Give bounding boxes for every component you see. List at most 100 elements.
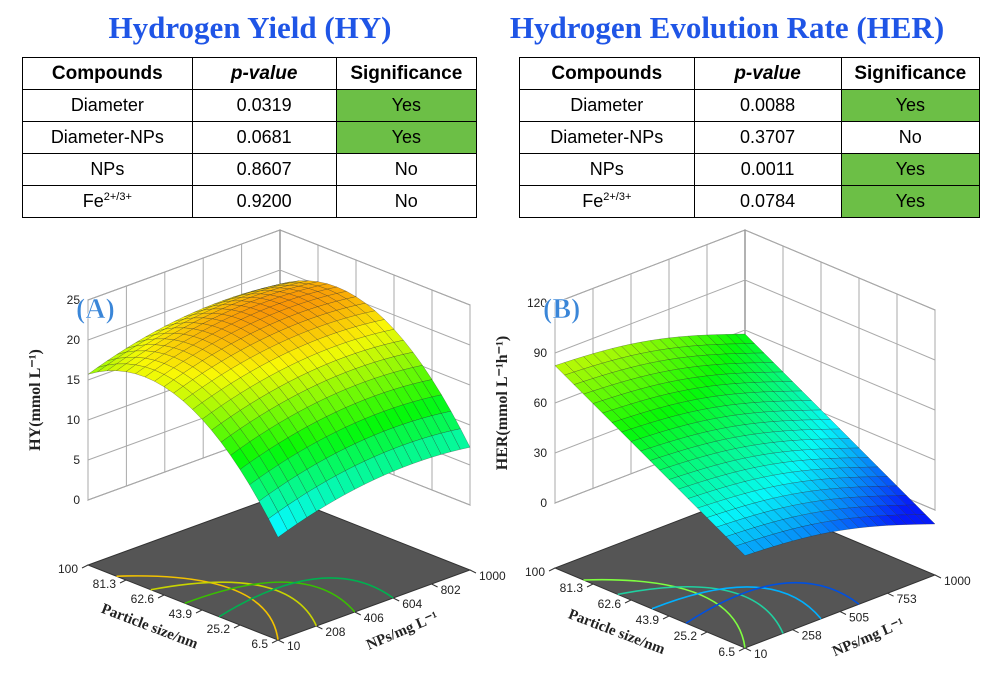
tick bbox=[700, 631, 708, 636]
compound-base: Fe bbox=[82, 191, 104, 211]
particle-tick-label: 6.5 bbox=[718, 645, 735, 659]
particle-tick-label: 62.6 bbox=[131, 592, 155, 606]
row: Fe2+/3+ 0.0784 Yes bbox=[519, 185, 981, 218]
z-tick-label: 0 bbox=[73, 493, 80, 507]
z-tick-label: 5 bbox=[73, 453, 80, 467]
nps-tick-label: 1000 bbox=[944, 574, 971, 588]
particle-tick-label: 6.5 bbox=[251, 637, 268, 651]
tick bbox=[431, 583, 438, 588]
contour bbox=[184, 581, 356, 613]
z-tick-label: 30 bbox=[534, 446, 548, 460]
tick bbox=[934, 574, 942, 579]
z-tick-label: 25 bbox=[67, 293, 81, 307]
compound-cell: Fe2+/3+ bbox=[22, 185, 193, 218]
p-value-cell: 0.0784 bbox=[693, 185, 842, 218]
tick bbox=[662, 615, 670, 620]
contour bbox=[617, 585, 784, 634]
particle-tick-label: 62.6 bbox=[598, 597, 622, 611]
significance-cell: Yes bbox=[840, 89, 981, 122]
nps-tick-label: 1000 bbox=[479, 569, 506, 583]
tick bbox=[469, 569, 477, 574]
significance-cell: Yes bbox=[840, 153, 981, 186]
header-cell: p-value bbox=[693, 57, 842, 90]
tick bbox=[624, 599, 632, 604]
header-cell: Significance bbox=[840, 57, 981, 90]
tick bbox=[157, 594, 165, 599]
table: Compounds p-value Significance Diameter 0.00… bbox=[519, 57, 981, 218]
surface-cell bbox=[268, 511, 288, 538]
axis-title: HER(mmol L⁻¹h⁻¹) bbox=[494, 336, 511, 470]
z-tick-label: 120 bbox=[527, 296, 547, 310]
nps-tick-label: 258 bbox=[802, 629, 822, 643]
tick bbox=[81, 564, 89, 569]
panel-label: (A) bbox=[76, 294, 115, 325]
z-tick-label: 90 bbox=[534, 346, 548, 360]
z-tick-label: 0 bbox=[540, 496, 547, 510]
tick bbox=[887, 592, 894, 597]
tick bbox=[586, 583, 594, 588]
axis-title: HY(mmol L⁻¹) bbox=[27, 349, 44, 451]
surface-cell bbox=[735, 542, 755, 556]
tick bbox=[738, 647, 746, 652]
compound-sup: 2+/3+ bbox=[603, 191, 632, 203]
compound-base: Fe bbox=[582, 191, 604, 211]
nps-tick-label: 10 bbox=[754, 647, 768, 661]
p-value-cell: 0.0011 bbox=[693, 153, 842, 186]
table: Compounds p-value Significance Diameter 0.03… bbox=[22, 57, 478, 218]
particle-tick-label: 25.2 bbox=[207, 622, 231, 636]
panel-title: Hydrogen Yield (HY) bbox=[108, 10, 392, 45]
z-tick-label: 15 bbox=[67, 373, 81, 387]
z-tick-label: 20 bbox=[67, 333, 81, 347]
contour bbox=[583, 578, 746, 649]
row: Diameter-NPs 0.0681 Yes bbox=[22, 121, 478, 154]
significance-cell: Yes bbox=[840, 185, 981, 218]
tick bbox=[195, 609, 203, 614]
p-value-cell: 0.0088 bbox=[693, 89, 842, 122]
z-tick-label: 60 bbox=[534, 396, 548, 410]
compound-cell: NPs bbox=[22, 153, 193, 186]
grid-line bbox=[87, 229, 471, 306]
nps-tick-label: 505 bbox=[849, 611, 869, 625]
significance-cell: No bbox=[335, 185, 478, 218]
p-value-cell: 0.8607 bbox=[191, 153, 337, 186]
contour bbox=[651, 586, 822, 620]
particle-tick-label: 81.3 bbox=[560, 581, 584, 595]
grid-line bbox=[554, 279, 936, 361]
panel-title: Hydrogen Evolution Rate (HER) bbox=[509, 10, 945, 45]
contour bbox=[150, 581, 318, 627]
grid-line bbox=[554, 229, 936, 311]
tick bbox=[548, 567, 556, 572]
contour bbox=[116, 575, 279, 641]
header-row: Compounds p-value Significance bbox=[22, 57, 478, 90]
particle-tick-label: 43.9 bbox=[169, 607, 193, 621]
tick bbox=[277, 639, 285, 644]
row: Fe2+/3+ 0.9200 No bbox=[22, 185, 478, 218]
header-cell: Significance bbox=[335, 57, 478, 90]
tick bbox=[392, 597, 400, 602]
particle-tick-label: 25.2 bbox=[674, 629, 698, 643]
header-row: Compounds p-value Significance bbox=[519, 57, 981, 90]
grid-line bbox=[87, 269, 471, 346]
p-value-cell: 0.3707 bbox=[693, 121, 842, 154]
nps-tick-label: 604 bbox=[402, 597, 422, 611]
particle-tick-label: 81.3 bbox=[93, 577, 117, 591]
tick bbox=[354, 611, 362, 616]
compound-sup: 2+/3+ bbox=[103, 191, 132, 203]
particle-tick-label: 43.9 bbox=[636, 613, 660, 627]
z-tick-label: 10 bbox=[67, 413, 81, 427]
nps-tick-label: 208 bbox=[325, 625, 345, 639]
tick bbox=[792, 629, 799, 634]
tick bbox=[839, 611, 847, 615]
tick bbox=[119, 579, 127, 584]
nps-tick-label: 10 bbox=[287, 639, 301, 653]
significance-cell: No bbox=[840, 121, 981, 154]
particle-tick-label: 100 bbox=[525, 565, 545, 579]
particle-tick-label: 100 bbox=[58, 562, 78, 576]
row: Diameter 0.0088 Yes bbox=[519, 89, 981, 122]
row: NPs 0.8607 No bbox=[22, 153, 478, 186]
row: Diameter 0.0319 Yes bbox=[22, 89, 478, 122]
significance-cell: Yes bbox=[335, 89, 478, 122]
contour bbox=[685, 581, 860, 624]
significance-cell: Yes bbox=[335, 121, 478, 154]
